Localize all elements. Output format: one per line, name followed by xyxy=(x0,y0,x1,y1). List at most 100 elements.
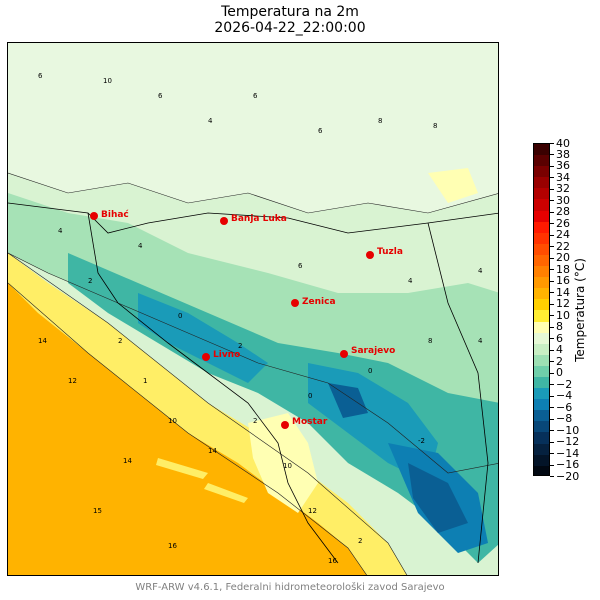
city-label: Livno xyxy=(213,350,240,360)
colorbar-segment xyxy=(534,399,549,411)
colorbar-segment xyxy=(534,343,549,355)
contour-label: 6 xyxy=(253,92,258,100)
city-label: Zenica xyxy=(302,297,336,307)
border-line xyxy=(87,212,339,564)
contour-label: 0 xyxy=(178,312,182,320)
city-marker-dot xyxy=(202,353,210,361)
contour-label: 4 xyxy=(478,267,483,275)
colorbar-tick-label: 8 xyxy=(550,321,563,332)
contour-label: 14 xyxy=(208,447,217,455)
colorbar-segment xyxy=(534,144,549,156)
border-line xyxy=(427,222,489,564)
contour-label: 6 xyxy=(318,127,323,135)
colorbar-tick-label: −2 xyxy=(550,379,572,390)
colorbar-segment xyxy=(534,365,549,377)
colorbar-tick-label: 32 xyxy=(550,183,570,194)
colorbar-tick-label: 22 xyxy=(550,241,570,252)
contour-label: 12 xyxy=(308,507,317,515)
city-marker-dot xyxy=(340,350,348,358)
colorbar-segment xyxy=(534,277,549,289)
colorbar-tick-label: −6 xyxy=(550,402,572,413)
contour-label: 6 xyxy=(38,72,43,80)
colorbar-segment xyxy=(534,177,549,189)
colorbar-tick-label: −8 xyxy=(550,413,572,424)
temperature-colorbar xyxy=(533,143,550,476)
colorbar-tick-label: −14 xyxy=(550,448,579,459)
cold-patch-1 xyxy=(138,293,268,383)
colorbar-tick-label: 26 xyxy=(550,218,570,229)
colorbar-tick-label: 24 xyxy=(550,229,570,240)
contour-labels: 6 10 6 4 6 6 8 8 4 4 6 2 4 0 2 0 -2 0 2 … xyxy=(38,72,483,565)
contour-label: 8 xyxy=(378,117,382,125)
colorbar-segment xyxy=(534,210,549,222)
contour-label: 10 xyxy=(168,417,177,425)
city-tuzla[interactable]: Tuzla xyxy=(366,247,403,259)
colorbar-segment xyxy=(534,188,549,200)
colorbar-tick-label: 0 xyxy=(550,367,563,378)
contour-label: 14 xyxy=(123,457,132,465)
contour-label: 2 xyxy=(238,342,242,350)
chart-datetime: 2026-04-22_22:00:00 xyxy=(214,20,366,36)
cold-patch-5 xyxy=(328,383,368,418)
city-bihac[interactable]: Bihać xyxy=(90,209,129,220)
contour-label: 0 xyxy=(368,367,372,375)
contour-label: 16 xyxy=(168,542,177,550)
city-label: Mostar xyxy=(292,417,328,427)
city-markers: Bihać Banja Luka Tuzla Zenica Livno Sara… xyxy=(90,209,403,429)
city-zenica[interactable]: Zenica xyxy=(291,297,336,307)
colorbar-tick-label: 28 xyxy=(550,206,570,217)
map-canvas: 6 10 6 4 6 6 8 8 4 4 6 2 4 0 2 0 -2 0 2 … xyxy=(8,43,498,575)
contour-label: 8 xyxy=(428,337,432,345)
colorbar-segment xyxy=(534,199,549,211)
contour-label: 12 xyxy=(68,377,77,385)
city-banja-luka[interactable]: Banja Luka xyxy=(220,214,287,225)
chart-title: Temperatura na 2m xyxy=(221,4,359,20)
city-sarajevo[interactable]: Sarajevo xyxy=(340,346,395,358)
contour-label: 2 xyxy=(118,337,122,345)
contour-label: 4 xyxy=(408,277,413,285)
colorbar-segment xyxy=(534,432,549,444)
colorbar-segment xyxy=(534,310,549,322)
colorbar-tick-label: 38 xyxy=(550,149,570,160)
colorbar-tick-label: −10 xyxy=(550,425,579,436)
colorbar-tick-label: 40 xyxy=(550,138,570,149)
colorbar-tick-label: 34 xyxy=(550,172,570,183)
contour-label: 2 xyxy=(253,417,257,425)
city-mostar[interactable]: Mostar xyxy=(281,417,328,429)
contour-label: 1 xyxy=(143,377,147,385)
city-marker-dot xyxy=(90,212,98,220)
contour-label: 2 xyxy=(88,277,92,285)
colorbar-segment xyxy=(534,421,549,433)
colorbar-segment xyxy=(534,354,549,366)
city-label: Sarajevo xyxy=(351,346,395,356)
city-marker-dot xyxy=(291,299,299,307)
colorbar-tick-label: 4 xyxy=(550,344,563,355)
contour-label: 0 xyxy=(308,392,312,400)
contour-label: 8 xyxy=(433,122,437,130)
contour-label: 6 xyxy=(298,262,303,270)
colorbar-segment xyxy=(534,332,549,344)
city-livno[interactable]: Livno xyxy=(202,350,240,361)
colorbar-ticks: 40 38 36 34 32 30 28 26 24 22 20 18 16 14 12 10 8 6 4 2 0 −2−… xyxy=(550,138,580,482)
colorbar-segment xyxy=(534,155,549,167)
city-label: Banja Luka xyxy=(231,214,287,224)
colorbar-segment xyxy=(534,321,549,333)
city-label: Tuzla xyxy=(377,247,403,257)
colorbar-label: Temperatura (°C) xyxy=(573,258,587,362)
colorbar-segment xyxy=(534,454,549,466)
colorbar-tick-label: −20 xyxy=(550,471,579,482)
colorbar-tick-label: −16 xyxy=(550,459,579,470)
warm-patch-north xyxy=(428,168,478,203)
contour-label: 4 xyxy=(58,227,63,235)
colorbar-tick-label: 20 xyxy=(550,252,570,263)
colorbar-tick-label: 12 xyxy=(550,298,570,309)
colorbar-tick-label: 2 xyxy=(550,356,563,367)
contour-label: 16 xyxy=(328,557,337,565)
contour-line xyxy=(8,172,498,214)
sea-region xyxy=(8,283,367,575)
city-label: Bihać xyxy=(101,209,129,220)
colorbar-segment xyxy=(534,443,549,455)
contour-label: 4 xyxy=(138,242,143,250)
colorbar-segment xyxy=(534,288,549,300)
colorbar-tick-label: 36 xyxy=(550,160,570,171)
